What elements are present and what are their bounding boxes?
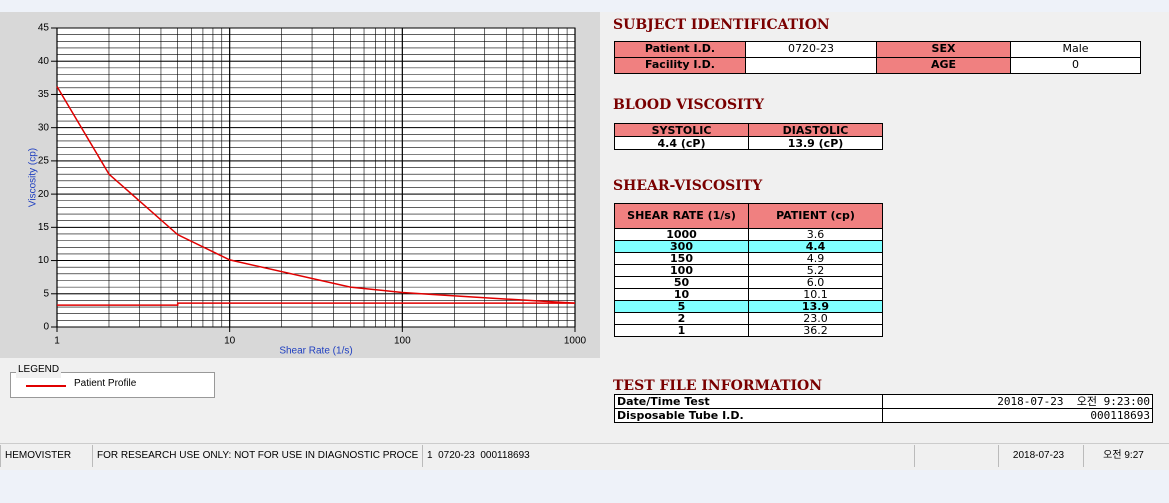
table-cell: Patient I.D.	[614, 41, 746, 58]
table-cell: Date/Time Test	[614, 394, 883, 409]
table-cell: 36.2	[748, 324, 883, 337]
y-tick-label: 25	[38, 156, 50, 167]
table-header: SYSTOLIC	[614, 123, 749, 137]
y-tick-label: 0	[43, 322, 49, 333]
app-window: 0 5 10 15 20 25 30 35 40 45 1 10 100 1000 Shear Rate (…	[0, 12, 1169, 470]
table-cell: 0720-23	[745, 41, 877, 58]
status-panel: 오전 9:27	[1083, 445, 1163, 467]
y-tick-label: 35	[38, 89, 50, 100]
series-line	[57, 302, 575, 306]
table-cell: Facility I.D.	[614, 57, 746, 74]
x-axis-label: Shear Rate (1/s)	[279, 346, 352, 357]
table-cell: 0	[1010, 57, 1141, 74]
x-tick-label: 1	[54, 336, 60, 347]
table-header: PATIENT (cp)	[748, 203, 883, 229]
y-tick-label: 45	[38, 23, 50, 34]
status-panel	[914, 445, 994, 467]
legend-swatch	[26, 385, 66, 387]
table-cell: Disposable Tube I.D.	[614, 408, 883, 423]
x-tick-label: 10	[224, 336, 236, 347]
y-axis-label: Viscosity (cp)	[28, 148, 39, 207]
status-bar	[0, 443, 1169, 467]
table-cell: 2018-07-23 오전 9:23:00	[882, 394, 1153, 409]
table-cell: 1	[614, 324, 749, 337]
y-tick-label: 5	[43, 288, 49, 299]
status-panel: FOR RESEARCH USE ONLY: NOT FOR USE IN DI…	[92, 445, 418, 467]
section-title: TEST FILE INFORMATION	[613, 378, 823, 394]
status-panel: HEMOVISTER	[0, 445, 88, 467]
table-cell: SEX	[876, 41, 1011, 58]
table-cell: 4.4 (cP)	[614, 136, 749, 150]
x-tick-label: 1000	[564, 336, 587, 347]
table-header: SHEAR RATE (1/s)	[614, 203, 749, 229]
legend-title: LEGEND	[16, 364, 62, 378]
table-header: DIASTOLIC	[748, 123, 883, 137]
status-panel: 1 0720-23 000118693	[422, 445, 912, 467]
plot-area	[56, 27, 576, 328]
table-cell: AGE	[876, 57, 1011, 74]
table-cell	[745, 57, 877, 74]
status-panel: 2018-07-23	[998, 445, 1078, 467]
legend-label: Patient Profile	[74, 378, 137, 389]
y-tick-label: 20	[38, 189, 50, 200]
y-tick-label: 40	[38, 56, 50, 67]
x-tick-label: 100	[394, 336, 411, 347]
table-cell: 13.9 (cP)	[748, 136, 883, 150]
section-title: SUBJECT IDENTIFICATION	[613, 17, 830, 33]
y-tick-label: 30	[38, 122, 50, 133]
table-cell: 000118693	[882, 408, 1153, 423]
section-title: BLOOD VISCOSITY	[613, 97, 765, 113]
y-tick-label: 10	[38, 255, 50, 266]
chart: 0 5 10 15 20 25 30 35 40 45 1 10 100 1000 Shear Rate (…	[0, 12, 600, 358]
section-title: SHEAR-VISCOSITY	[613, 178, 763, 194]
series-line	[56, 86, 576, 304]
y-tick-label: 15	[38, 222, 50, 233]
table-cell: Male	[1010, 41, 1141, 58]
